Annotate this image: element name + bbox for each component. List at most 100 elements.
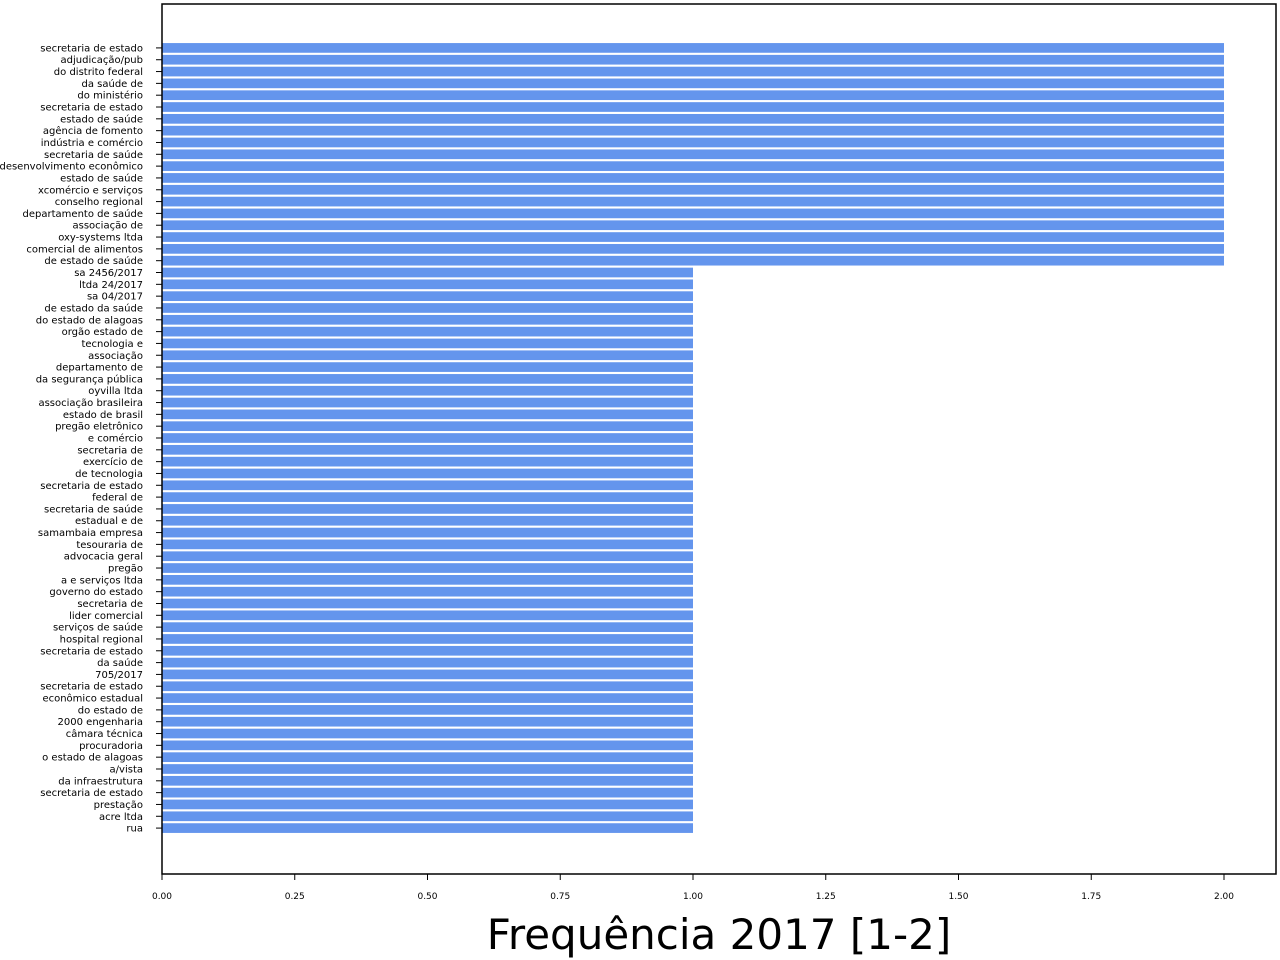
x-tick-label: 1.75 [1081, 892, 1101, 902]
bar [162, 66, 1224, 77]
y-tick-label: conselho regional [55, 197, 143, 208]
y-tick-label: do ministério [77, 90, 143, 102]
y-tick-label: estado de saúde [60, 113, 143, 125]
y-tick-label: do estado de alagoas [36, 315, 143, 326]
y-tick-label: de estado da saúde [44, 302, 143, 314]
bar [162, 421, 693, 432]
y-tick-label: pregão [108, 564, 143, 575]
y-tick-label: hospital regional [60, 634, 143, 645]
y-tick-label: associação brasileira [38, 398, 143, 409]
bar [162, 54, 1224, 65]
bar [162, 657, 693, 668]
y-tick-label: governo do estado [49, 587, 143, 598]
y-tick-label: associação [88, 351, 143, 362]
bar [162, 397, 693, 408]
y-tick-label: câmara técnica [66, 728, 143, 740]
y-tick-label: econômico estadual [42, 693, 143, 705]
bar [162, 610, 693, 621]
bar [162, 137, 1224, 148]
bar [162, 622, 693, 632]
bar [162, 634, 693, 644]
y-tick-label: secretaria de [77, 599, 143, 610]
bar [162, 196, 1224, 207]
bar [162, 385, 693, 396]
bar [162, 90, 1224, 101]
bar [162, 220, 1224, 231]
y-tick-label: indústria e comércio [41, 137, 143, 149]
y-tick-label: da saúde [97, 657, 143, 669]
bar [162, 645, 693, 656]
bar [162, 374, 693, 384]
bar [162, 787, 693, 798]
bar [162, 279, 693, 290]
y-tick-label: 2000 engenharia [58, 717, 143, 728]
bar [162, 669, 693, 680]
x-tick-label: 0.50 [417, 892, 437, 902]
bar [162, 492, 693, 502]
y-tick-label: secretaria de estado [40, 646, 143, 657]
y-tick-label: estado de brasil [63, 410, 143, 421]
x-tick-label: 1.50 [948, 892, 968, 902]
y-tick-label: adjudicação/pub [61, 55, 144, 66]
x-ticks: 0.00 0.25 0.50 0.75 1.00 1.25 1.50 1.75 2.00 [152, 874, 1234, 902]
bar [162, 586, 693, 597]
y-tick-label: do distrito federal [54, 67, 143, 78]
bar [162, 149, 1224, 160]
y-tick-label: acre ltda [99, 812, 143, 823]
bar [162, 113, 1224, 124]
bar [162, 208, 1224, 219]
y-tick-label: departamento de saúde [23, 208, 143, 220]
bar [162, 598, 693, 609]
x-tick-label: 0.00 [152, 892, 172, 902]
y-tick-label: o estado de alagoas [42, 753, 143, 764]
y-tick-label: desenvolvimento econômico [0, 161, 143, 173]
bar [162, 244, 1224, 254]
y-tick-label: 705/2017 [95, 670, 143, 681]
y-tick-label: sa 2456/2017 [74, 268, 143, 279]
y-tick-label: secretaria de estado [40, 788, 143, 799]
bar [162, 444, 693, 455]
y-tick-label: orgão estado de [62, 327, 143, 338]
bar [162, 539, 693, 550]
y-tick-label: oxy-systems ltda [58, 233, 143, 244]
plot-frame [161, 3, 1277, 875]
bar [162, 338, 693, 349]
y-tick-label: secretaria de saúde [44, 149, 143, 161]
bar [162, 102, 1224, 112]
bar [162, 303, 693, 313]
x-tick-label: 2.00 [1214, 892, 1234, 902]
y-tick-label: exercício de [83, 456, 143, 468]
bar [162, 716, 693, 727]
y-tick-label: ltda 24/2017 [79, 280, 143, 291]
y-tick-label: departamento de [56, 363, 143, 374]
bar [162, 409, 693, 420]
bar [162, 161, 1224, 171]
y-tick-label: serviços de saúde [53, 622, 143, 634]
y-tick-label: procuradoria [79, 741, 143, 752]
y-tick-label: oyvilla ltda [88, 386, 143, 397]
bar [162, 78, 1224, 89]
bar [162, 504, 693, 514]
bar [162, 291, 693, 301]
bar [162, 267, 693, 278]
y-tick-label: rua [126, 824, 143, 835]
y-tick-label: secretaria de estado [40, 103, 143, 114]
y-tick-label: de tecnologia [75, 469, 143, 480]
y-tick-label: sa 04/2017 [87, 292, 143, 303]
y-tick-label: pregão eletrônico [55, 421, 143, 433]
bar [162, 456, 693, 467]
y-tick-label: secretaria de [77, 445, 143, 456]
bar [162, 43, 1224, 53]
x-tick-label: 1.00 [683, 892, 703, 902]
bar [162, 255, 1224, 266]
bar [162, 173, 1224, 183]
y-tick-label: da segurança pública [36, 373, 143, 385]
bar [162, 125, 1224, 136]
bar [162, 799, 693, 810]
y-tick-label: secretaria de estado [40, 43, 143, 54]
y-tick-label: federal de [92, 493, 143, 504]
y-tick-label: a/vista [110, 764, 143, 775]
bar [162, 350, 693, 361]
y-tick-label: e comércio [88, 433, 143, 445]
